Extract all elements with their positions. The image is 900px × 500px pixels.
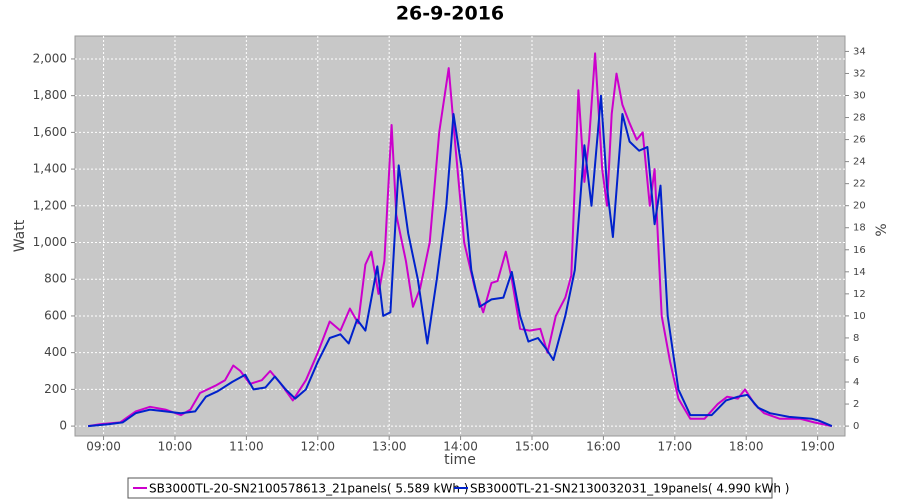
y2-tick-label: 30 <box>853 91 866 102</box>
y2-tick-label: 32 <box>853 68 866 79</box>
y2-tick-label: 26 <box>853 135 866 146</box>
y2-tick-label: 12 <box>853 289 866 300</box>
x-tick-label: 18:00 <box>729 440 764 454</box>
y-tick-label: 0 <box>59 419 67 433</box>
y2-axis-label: % <box>874 223 890 236</box>
y2-tick-label: 0 <box>853 421 859 432</box>
legend <box>127 477 773 499</box>
series-line <box>87 52 833 428</box>
legend-label: SB3000TL-21-SN2130032031_19panels( 4.990… <box>470 482 789 496</box>
x-tick-label: 19:00 <box>800 440 835 454</box>
x-tick-label: 15:00 <box>515 440 550 454</box>
chart-title: 26-9-2016 <box>396 3 504 25</box>
y-tick-label: 1,000 <box>33 235 67 249</box>
y-axis-label: Watt <box>12 219 28 252</box>
y2-tick-label: 24 <box>853 157 866 168</box>
y2-tick-label: 4 <box>853 377 859 388</box>
x-tick-label: 11:00 <box>229 440 264 454</box>
y-tick-label: 1,800 <box>33 88 67 102</box>
x-axis-label: time <box>444 452 476 468</box>
y2-tick-label: 8 <box>853 333 859 344</box>
y-tick-label: 400 <box>44 345 67 359</box>
y2-tick-label: 18 <box>853 223 866 234</box>
legend-label: SB3000TL-20-SN2100578613_21panels( 5.589… <box>149 482 468 496</box>
y-tick-label: 800 <box>44 272 67 286</box>
x-tick-label: 14:00 <box>443 440 478 454</box>
y-tick-label: 2,000 <box>33 51 67 65</box>
y2-tick-label: 6 <box>853 355 859 366</box>
y2-tick-label: 22 <box>853 179 866 190</box>
x-tick-label: 10:00 <box>158 440 193 454</box>
x-tick-label: 12:00 <box>300 440 335 454</box>
y-tick-label: 600 <box>44 308 67 322</box>
plot-area <box>74 35 846 437</box>
y2-tick-label: 10 <box>853 311 866 322</box>
y-tick-label: 1,400 <box>33 162 67 176</box>
y-tick-label: 1,200 <box>33 198 67 212</box>
x-tick-label: 13:00 <box>372 440 407 454</box>
y-tick-label: 1,600 <box>33 125 67 139</box>
series-line <box>88 94 833 428</box>
x-tick-label: 09:00 <box>86 440 121 454</box>
y2-tick-label: 2 <box>853 399 859 410</box>
y2-tick-label: 20 <box>853 201 866 212</box>
y2-tick-label: 34 <box>853 46 866 57</box>
y2-tick-label: 16 <box>853 245 866 256</box>
y2-tick-label: 28 <box>853 113 866 124</box>
x-tick-label: 17:00 <box>658 440 693 454</box>
x-tick-label: 16:00 <box>586 440 621 454</box>
y2-tick-label: 14 <box>853 267 866 278</box>
y-tick-label: 200 <box>44 382 67 396</box>
